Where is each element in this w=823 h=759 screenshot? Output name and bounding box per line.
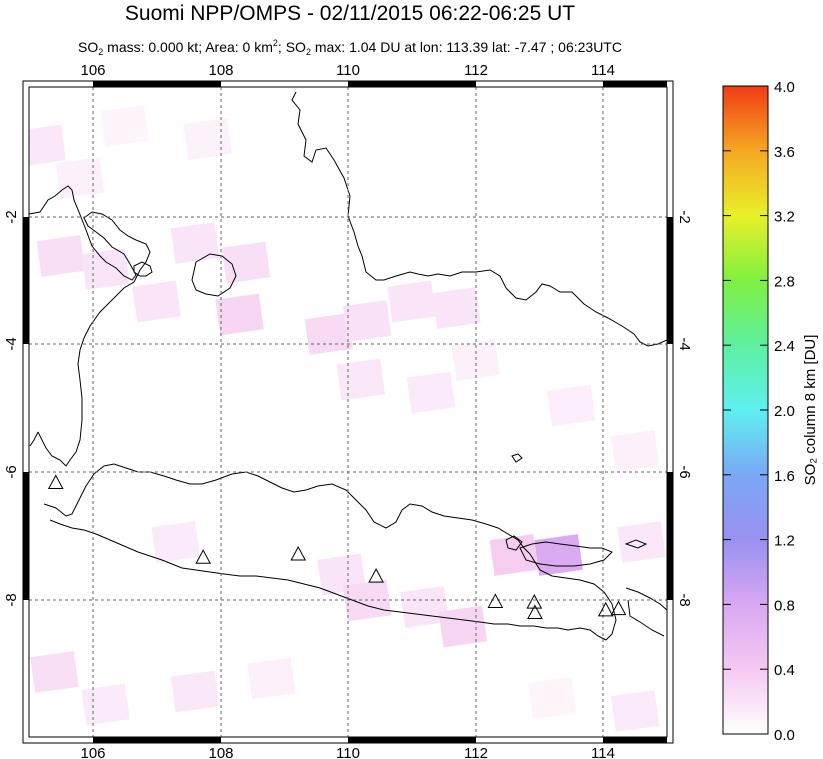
lon-tick-bottom: 110 — [336, 745, 360, 759]
so2-cell — [247, 657, 296, 700]
graticule — [29, 87, 667, 737]
so2-cell — [100, 105, 149, 147]
coastline-sumatra — [29, 185, 151, 467]
colorbar-tick-label: 2.4 — [774, 338, 795, 355]
lat-tick-right: -4 — [676, 337, 693, 350]
map-subtitle: SO2 mass: 0.000 kt; Area: 0 km2; SO2 max… — [78, 38, 622, 57]
coastline-bangka — [133, 261, 153, 277]
so2-cell — [215, 293, 264, 336]
lat-tick-right: -2 — [676, 210, 693, 223]
colorbar-tick-label: 2.0 — [774, 403, 795, 420]
lon-tick-top: 106 — [80, 62, 105, 79]
colorbar-tick-label: 3.2 — [774, 209, 795, 226]
volcano-marker — [195, 549, 212, 564]
colorbar-tick-label: 0.0 — [774, 727, 795, 744]
coastline-sumatra-west — [29, 431, 39, 447]
coastline-java-north — [43, 463, 531, 555]
lon-tick-bottom: 112 — [464, 745, 488, 759]
so2-cell — [183, 118, 232, 160]
so2-cell — [406, 371, 456, 414]
lat-tick-left: -4 — [3, 337, 20, 350]
volcano-marker — [597, 601, 614, 617]
lat-tick-right: -8 — [676, 593, 693, 606]
so2-cell — [30, 651, 79, 693]
volcano-marker — [47, 474, 64, 489]
volcano-marker — [527, 604, 543, 619]
coastline-layer — [29, 91, 667, 641]
so2-cell — [432, 287, 481, 329]
so2-cell — [489, 534, 539, 576]
coastline-bawean — [505, 535, 523, 551]
coastline-karimun-jawa — [511, 453, 523, 463]
colorbar: 0.0 0.4 0.8 1.2 1.6 2.0 2.4 2.8 3.2 3.6 4.0 SO₂ co… — [722, 79, 819, 744]
colorbar-label: SO₂ column 8 km [DU] — [802, 335, 819, 486]
coastline-bali — [625, 587, 667, 637]
map-frame — [22, 80, 674, 744]
map-title: Suomi NPP/OMPS - 02/11/2015 06:22-06:25 … — [124, 2, 576, 25]
so2-cells-layer — [29, 105, 666, 732]
volcano-marker — [487, 593, 504, 608]
so2-cell — [610, 690, 660, 732]
so2-cell — [151, 521, 201, 563]
lat-tick-left: -6 — [3, 465, 20, 478]
volcano-marker — [610, 600, 627, 616]
so2-cell — [81, 683, 130, 726]
volcano-marker — [368, 568, 384, 583]
colorbar-tick-label: 0.4 — [774, 662, 795, 679]
lat-tick-left: -8 — [3, 593, 20, 606]
so2-cell — [387, 280, 437, 323]
so2-cell — [132, 280, 181, 323]
so2-cell — [170, 670, 220, 713]
colorbar-tick-label: 0.8 — [774, 597, 795, 614]
lat-tick-right: -6 — [676, 465, 693, 478]
so2-cell — [29, 124, 67, 167]
so2-cell — [336, 358, 386, 401]
so2-cell — [81, 248, 130, 290]
coastline-kangean — [624, 539, 648, 549]
so2-cell — [170, 222, 220, 264]
volcano-marker — [290, 545, 307, 561]
lon-tick-top: 114 — [591, 62, 615, 79]
so2-cell — [342, 300, 392, 342]
colorbar-tick-label: 3.6 — [774, 144, 795, 161]
coastline-madura — [519, 541, 613, 567]
so2-cell — [221, 241, 271, 284]
colorbar-tick-label: 4.0 — [774, 79, 795, 96]
lon-tick-bottom: 108 — [208, 745, 233, 759]
coastline-borneo — [291, 91, 667, 347]
lat-tick-left: -2 — [3, 210, 20, 223]
so2-cell — [527, 677, 577, 719]
tick-labels: 106 108 110 112 114 106 108 110 112 114 … — [3, 62, 693, 759]
coastline-java-south — [49, 519, 607, 641]
so2-cell — [547, 384, 596, 427]
so2-cell — [36, 235, 86, 277]
colorbar-tick-label: 1.2 — [774, 533, 795, 550]
lon-tick-top: 112 — [464, 62, 488, 79]
so2-cell — [55, 157, 105, 199]
lon-tick-top: 108 — [208, 62, 233, 79]
coastline-belitung — [191, 253, 237, 297]
coastline-east-java — [529, 553, 617, 641]
colorbar-ticks: 0.0 0.4 0.8 1.2 1.6 2.0 2.4 2.8 3.2 3.6 4.0 — [723, 79, 795, 744]
lon-tick-bottom: 114 — [591, 745, 615, 759]
lon-tick-top: 110 — [336, 62, 360, 79]
so2-cell — [400, 586, 449, 628]
volcano-layer — [47, 474, 627, 619]
colorbar-tick-label: 2.8 — [774, 273, 795, 290]
so2-cell — [438, 605, 488, 648]
colorbar-tick-label: 1.6 — [774, 468, 795, 485]
so2-cell — [534, 534, 583, 576]
so2-cell — [610, 430, 660, 472]
lon-tick-bottom: 106 — [80, 745, 105, 759]
volcano-marker — [526, 594, 543, 609]
